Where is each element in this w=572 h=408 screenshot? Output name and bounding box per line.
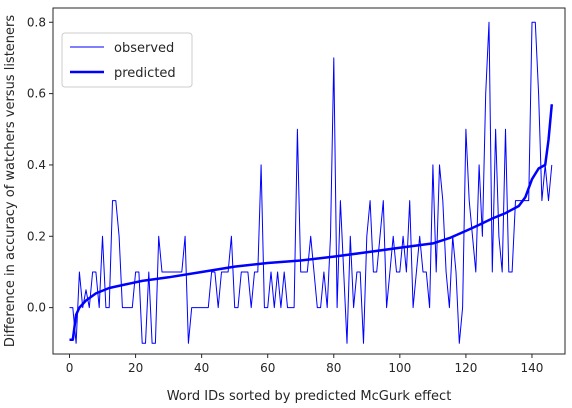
plot-frame	[52, 7, 566, 355]
y-axis-label: Difference in accuracy of watchers versu…	[3, 15, 18, 348]
legend: observed predicted	[61, 32, 193, 88]
x-tick-label: 120	[454, 361, 477, 375]
y-tick-label: 0.8	[27, 15, 46, 29]
x-tick-label: 20	[128, 361, 143, 375]
series-layer	[69, 21, 554, 344]
legend-observed-label: observed	[114, 41, 174, 56]
series-line-observed	[69, 21, 553, 344]
y-tick-label: 0.2	[27, 229, 46, 243]
series-line-predicted	[69, 104, 554, 341]
y-tick-label: 0.6	[27, 87, 46, 101]
x-tick-label: 80	[326, 361, 341, 375]
x-tick-label: 40	[194, 361, 209, 375]
y-tick-label: 0.4	[27, 158, 46, 172]
x-tick-label: 140	[521, 361, 544, 375]
legend-predicted-label: predicted	[114, 66, 176, 81]
x-axis-label: Word IDs sorted by predicted McGurk effe…	[167, 389, 452, 404]
x-tick-label: 60	[260, 361, 275, 375]
y-tick-label: 0.0	[27, 301, 46, 315]
x-tick-label: 100	[388, 361, 411, 375]
x-tick-label: 0	[66, 361, 74, 375]
ticks-layer: 0 20 40 60 80 100 120 140 0.0 0.2 0.4 0.6 0.8	[27, 15, 544, 375]
